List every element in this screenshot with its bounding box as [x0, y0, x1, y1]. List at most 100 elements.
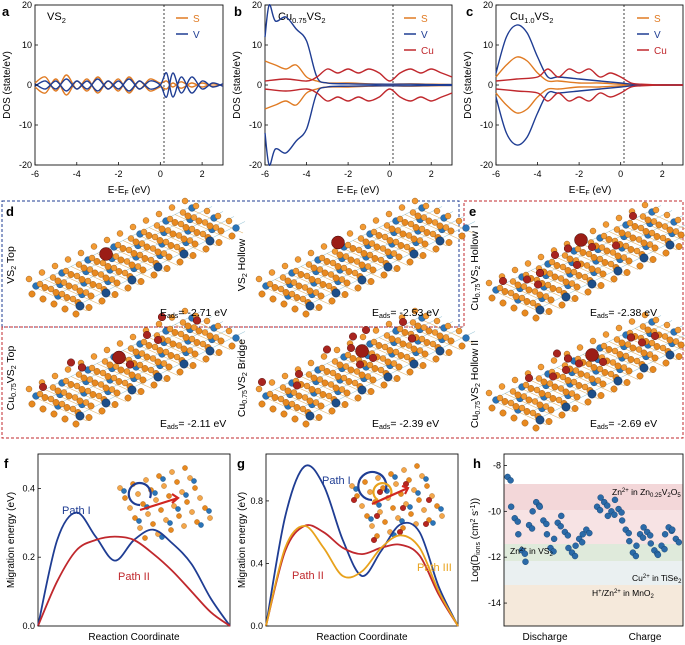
diffusion-point-discharge	[578, 539, 586, 546]
atom-cu	[588, 242, 597, 251]
dos-series-v-up	[264, 4, 453, 86]
plot-frame-a	[34, 4, 224, 166]
panel-letter-c: c	[466, 4, 473, 19]
atom-s	[444, 212, 452, 220]
atom-s	[641, 201, 649, 209]
atom-s	[343, 279, 351, 287]
atom-s	[306, 397, 314, 405]
bond	[504, 283, 517, 289]
atom-s	[328, 407, 336, 415]
atom-s	[163, 265, 171, 272]
atom-s	[334, 263, 342, 270]
atom-s	[385, 320, 393, 328]
atom-s	[169, 469, 175, 475]
y-tick-label: -20	[480, 160, 493, 170]
atom-s	[354, 394, 362, 402]
x-label-c: E-EF (eV)	[569, 185, 612, 197]
atom-s	[88, 364, 96, 372]
atom-s	[150, 521, 156, 527]
atom-s	[375, 475, 381, 481]
bond	[114, 396, 127, 402]
bond	[120, 251, 133, 258]
diffusion-point-charge	[618, 509, 625, 516]
atom-s	[142, 535, 148, 541]
atom-s	[130, 250, 138, 257]
atom-s	[106, 361, 114, 369]
atom-s	[370, 338, 378, 346]
bond	[396, 260, 409, 266]
x-ticks-a: -6 -4 -2 0 2	[31, 162, 205, 179]
bond	[580, 255, 593, 262]
atom-v-edge	[587, 279, 597, 289]
atom-s	[577, 370, 585, 378]
bond	[424, 235, 437, 242]
energy-series-path-iii	[265, 524, 459, 627]
bond	[294, 410, 307, 417]
atom-s	[176, 368, 184, 376]
atom-v	[136, 518, 142, 524]
atom-s	[150, 381, 158, 389]
atom-s	[85, 414, 93, 421]
dos-curves-c	[495, 24, 684, 146]
diffusion-point-discharge	[550, 548, 557, 555]
atom-s	[371, 255, 379, 262]
atom-s	[636, 372, 644, 380]
bond	[166, 370, 179, 376]
energy-curves-f	[37, 511, 231, 627]
atom-s	[78, 386, 86, 393]
atom-s	[653, 343, 661, 350]
atom-v-edge	[305, 411, 315, 421]
atom-cu	[573, 261, 582, 270]
atom-s	[171, 503, 177, 509]
x-tick-label: 0	[387, 169, 392, 179]
atom-s	[171, 329, 179, 336]
atom-s	[388, 471, 394, 477]
atom-s	[305, 371, 313, 378]
bond	[524, 414, 537, 421]
eads-cu-hollow-1: Eads= -2.38 eV	[590, 307, 657, 320]
atom-s	[98, 407, 106, 415]
atom-cu	[627, 333, 636, 342]
bond	[64, 410, 77, 417]
atom-s	[323, 368, 331, 375]
atom-s	[308, 386, 316, 393]
atom-v	[423, 476, 429, 482]
atom-s	[215, 239, 223, 246]
dos-series-v-down	[264, 84, 453, 166]
eads-cu-bridge: Eads= -2.39 eV	[372, 418, 439, 431]
atom-s	[140, 338, 148, 346]
dos-series-cu-down	[495, 84, 684, 102]
atom-s	[416, 497, 422, 503]
atom-s	[639, 213, 647, 220]
bond	[626, 374, 639, 380]
atom-s	[390, 505, 396, 511]
atom-s	[139, 376, 147, 384]
atom-s	[501, 288, 509, 295]
atom-s	[422, 312, 430, 320]
bond	[550, 401, 563, 408]
atom-s	[496, 394, 504, 402]
bond	[92, 386, 105, 392]
y-ticks-c: 20 10 0 -10 -20	[480, 0, 499, 170]
bond	[450, 222, 463, 229]
atom-cu	[142, 331, 151, 340]
atom-s	[61, 415, 69, 423]
atom-s	[142, 217, 150, 224]
atom-s	[615, 324, 623, 332]
legend-label-v: V	[421, 30, 428, 41]
atom-s	[613, 336, 621, 343]
bond	[606, 352, 619, 359]
atom-s	[411, 197, 419, 205]
atom-s	[206, 332, 214, 340]
bond	[296, 289, 309, 295]
atom-s	[184, 322, 192, 330]
diffusion-point-charge	[604, 512, 612, 520]
bond	[376, 348, 389, 355]
atom-s	[75, 371, 83, 378]
diffusion-point-discharge	[528, 525, 536, 532]
atom-s	[652, 206, 660, 214]
atom-s	[354, 284, 362, 292]
atom-s	[512, 293, 520, 300]
bond	[170, 347, 183, 353]
